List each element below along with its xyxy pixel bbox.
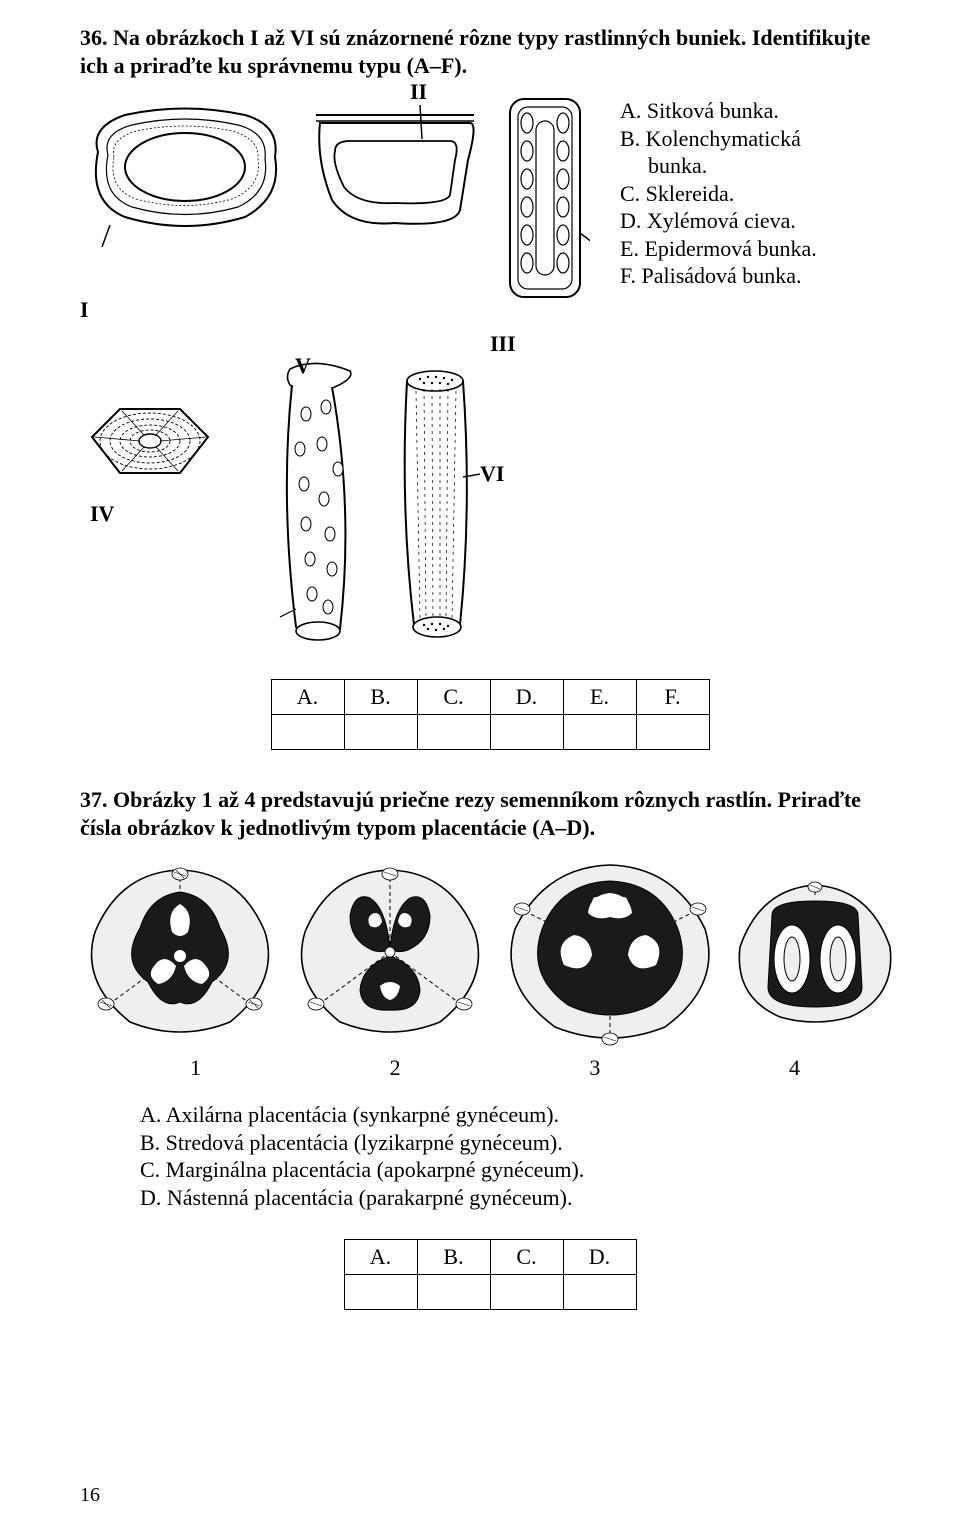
q36-options: A. Sitková bunka. B. Kolenchymatická bun… <box>620 87 817 290</box>
figure-I <box>80 97 290 247</box>
figure-III <box>500 93 590 303</box>
figure-3 <box>500 857 720 1047</box>
q36-title: 36. Na obrázkoch I až VI sú znázornené r… <box>80 24 900 79</box>
q37-options: A. Axilárna placentácia (synkarpné gynéc… <box>140 1101 900 1211</box>
q37-opt-A: A. Axilárna placentácia (synkarpné gynéc… <box>140 1101 900 1129</box>
label-IV: IV <box>90 501 114 527</box>
q37-num-3: 3 <box>589 1055 600 1081</box>
q37-num-2: 2 <box>390 1055 401 1081</box>
q36-th-B: B. <box>344 680 417 715</box>
q37-ans-B[interactable] <box>417 1275 490 1310</box>
q36-ans-C[interactable] <box>417 715 490 750</box>
figure-VI-svg <box>390 367 480 647</box>
figure-VI <box>390 367 480 647</box>
q36-ans-D[interactable] <box>490 715 563 750</box>
figure-V <box>260 359 370 649</box>
q37-th-B: B. <box>417 1240 490 1275</box>
q36-answer-table: A. B. C. D. E. F. <box>271 679 710 750</box>
q36-th-F: F. <box>636 680 709 715</box>
q36-opt-B-line2: bunka. <box>620 152 817 180</box>
label-II: II <box>410 79 427 105</box>
q36-figs-top: II <box>80 87 600 307</box>
label-VI: VI <box>480 461 504 487</box>
q37-opt-C: C. Marginálna placentácia (apokarpné gyn… <box>140 1156 900 1184</box>
table-row: A. B. C. D. <box>344 1240 636 1275</box>
q37-th-D: D. <box>563 1240 636 1275</box>
figure-4 <box>730 877 900 1027</box>
figure-III-svg <box>500 93 590 303</box>
q37-figures <box>80 857 900 1047</box>
q37-answer-table: A. B. C. D. <box>344 1239 637 1310</box>
q37-ans-A[interactable] <box>344 1275 417 1310</box>
q36-number: 36. <box>80 25 113 50</box>
q37-ans-C[interactable] <box>490 1275 563 1310</box>
q36-th-C: C. <box>417 680 490 715</box>
q37-title: 37. Obrázky 1 až 4 predstavujú priečne r… <box>80 786 900 841</box>
q37-th-A: A. <box>344 1240 417 1275</box>
q36-th-E: E. <box>563 680 636 715</box>
q36-text: Na obrázkoch I až VI sú znázornené rôzne… <box>80 25 870 78</box>
q36-opt-C: C. Sklereida. <box>620 180 817 208</box>
figure-I-svg <box>80 97 290 247</box>
figure-1 <box>80 862 280 1042</box>
q36-toprow: II <box>80 87 900 307</box>
q37-numbers: 1 2 3 4 <box>80 1055 900 1081</box>
label-III: III <box>490 331 516 357</box>
q37-ans-D[interactable] <box>563 1275 636 1310</box>
q37-opt-D: D. Nástenná placentácia (parakarpné gyné… <box>140 1184 900 1212</box>
q36-opt-F: F. Palisádová bunka. <box>620 262 817 290</box>
figure-II <box>310 105 480 235</box>
q36-ans-A[interactable] <box>271 715 344 750</box>
q37-opt-B: B. Stredová placentácia (lyzikarpné gyné… <box>140 1129 900 1157</box>
q36-ans-B[interactable] <box>344 715 417 750</box>
q37-num-4: 4 <box>789 1055 800 1081</box>
q36-ans-E[interactable] <box>563 715 636 750</box>
q36-opt-A: A. Sitková bunka. <box>620 97 817 125</box>
table-row <box>271 715 709 750</box>
q37-th-C: C. <box>490 1240 563 1275</box>
table-row <box>344 1275 636 1310</box>
q36-opt-D: D. Xylémová cieva. <box>620 207 817 235</box>
figure-II-svg <box>310 105 480 235</box>
q36-opt-B-line1: B. Kolenchymatická <box>620 125 817 153</box>
q36-th-D: D. <box>490 680 563 715</box>
q37-text: Obrázky 1 až 4 predstavujú priečne rezy … <box>80 787 861 840</box>
table-row: A. B. C. D. E. F. <box>271 680 709 715</box>
page-number: 16 <box>80 1484 100 1507</box>
figure-V-svg <box>260 359 370 649</box>
figure-IV-svg <box>80 391 220 491</box>
q37-num-1: 1 <box>190 1055 201 1081</box>
q36-th-A: A. <box>271 680 344 715</box>
q36-figs-mid: III IV <box>80 331 900 651</box>
label-I: I <box>80 297 900 323</box>
q37-number: 37. <box>80 787 113 812</box>
figure-2 <box>290 862 490 1042</box>
label-V: V <box>295 353 311 379</box>
q36-ans-F[interactable] <box>636 715 709 750</box>
figure-IV <box>80 391 220 491</box>
q36-opt-E: E. Epidermová bunka. <box>620 235 817 263</box>
